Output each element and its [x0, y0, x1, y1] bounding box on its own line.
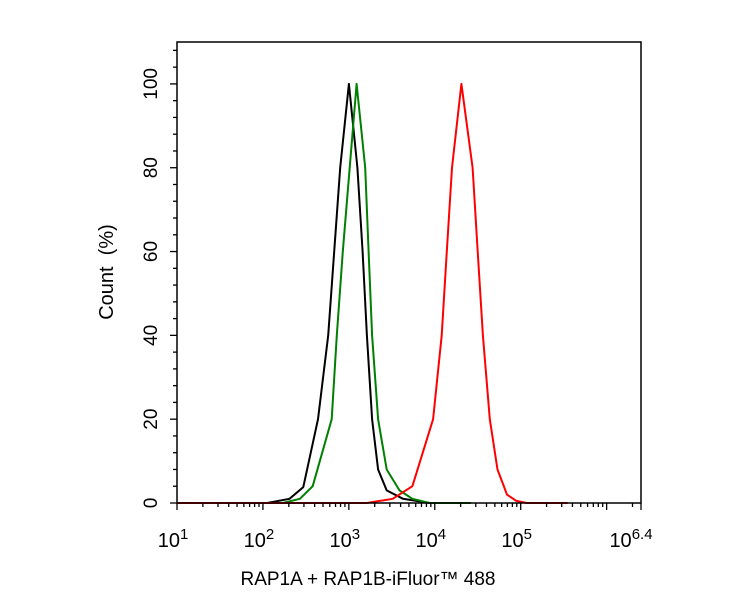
- y-axis: 0 20 40 60 80 100: [141, 49, 177, 509]
- x-tick-label: 106.4: [609, 526, 652, 552]
- x-tick-label: 104: [415, 526, 446, 552]
- x-axis-label: RAP1A + RAP1B-iFluor™ 488: [240, 569, 495, 590]
- tick-base: 10: [609, 530, 631, 552]
- y-axis-label: Count (%): [96, 224, 118, 320]
- x-tick-label: 101: [158, 526, 189, 552]
- tick-exponent: 4: [438, 526, 446, 543]
- tick-exponent: 2: [266, 526, 274, 543]
- series-layer: [177, 82, 568, 504]
- histogram-series-2: [177, 82, 568, 504]
- tick-base: 10: [244, 530, 266, 552]
- tick-base: 10: [330, 530, 352, 552]
- x-tick-label: 105: [501, 526, 532, 552]
- x-tick-label: 103: [330, 526, 361, 552]
- plot-frame: [176, 41, 642, 504]
- tick-exponent: 3: [352, 526, 360, 543]
- tick-base: 10: [501, 530, 523, 552]
- x-tick-label: 102: [244, 526, 275, 552]
- tick-base: 10: [415, 530, 437, 552]
- tick-base: 10: [158, 530, 180, 552]
- tick-exponent: 1: [180, 526, 188, 543]
- x-axis: 101 102 103 104 105 106.4: [158, 503, 653, 552]
- y-tick-label: 0: [141, 498, 162, 509]
- y-tick-label: 80: [141, 157, 162, 178]
- y-tick-label: 100: [141, 68, 162, 100]
- y-tick-label: 60: [141, 241, 162, 262]
- tick-exponent: 5: [524, 526, 532, 543]
- histogram-series-1: [177, 82, 471, 504]
- y-tick-label: 40: [141, 325, 162, 346]
- tick-exponent: 6.4: [632, 526, 653, 543]
- y-tick-label: 20: [141, 409, 162, 430]
